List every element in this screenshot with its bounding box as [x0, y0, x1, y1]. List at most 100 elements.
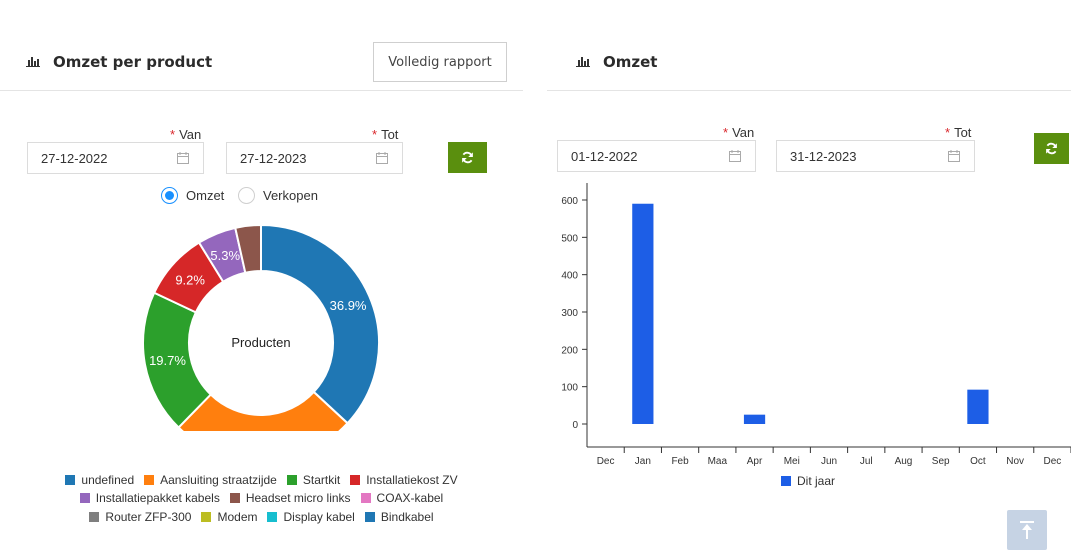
legend-item-coax-kabel[interactable]: COAX-kabel — [360, 491, 443, 505]
legend-item-display-kabel[interactable]: Display kabel — [267, 510, 355, 524]
to-date-field[interactable] — [226, 142, 403, 174]
x-tick-label: Sep — [932, 456, 950, 467]
x-tick-label: Aug — [895, 456, 913, 467]
x-tick-label: Mei — [784, 456, 800, 467]
bar-jan[interactable] — [632, 203, 654, 424]
from-label-text: Van — [179, 127, 202, 142]
panel-title: Omzet per product — [53, 53, 213, 71]
legend-swatch — [364, 512, 375, 522]
scroll-to-top-button[interactable] — [1007, 510, 1047, 550]
revenue-per-product-panel: Omzet per product Volledig rapport * Van … — [0, 0, 523, 558]
legend-row: Installatiepakket kabels Headset micro li… — [0, 491, 523, 505]
to-date-input[interactable] — [777, 141, 974, 171]
bar-apr[interactable] — [743, 414, 766, 424]
refresh-button[interactable] — [448, 142, 487, 173]
x-tick-label: Dec — [1043, 456, 1061, 467]
full-report-button[interactable]: Volledig rapport — [373, 42, 507, 82]
x-tick-label: Jul — [860, 456, 873, 467]
legend-swatch — [89, 512, 100, 522]
revenue-panel: Omzet *Van *Tot 0 100 200 300 400 500 600 — [547, 0, 1071, 558]
donut-center-label: Producten — [231, 335, 290, 350]
legend-item-headset-micro-links[interactable]: Headset micro links — [229, 491, 351, 505]
x-tick-label: Maa — [708, 456, 728, 467]
y-tick-label: 100 — [561, 383, 578, 394]
radio-verkopen-label: Verkopen — [263, 188, 318, 203]
calendar-icon — [729, 150, 741, 162]
donut-slice-label: 19.7% — [149, 353, 186, 368]
panel-header: Omzet per product Volledig rapport — [0, 0, 523, 91]
legend-label: Bindkabel — [380, 510, 434, 524]
legend-label[interactable]: Dit jaar — [797, 474, 835, 488]
y-tick-label: 0 — [572, 420, 578, 431]
from-label: * Van — [170, 127, 202, 142]
to-label-text: Tot — [381, 127, 399, 142]
legend-label: Modem — [217, 510, 258, 524]
legend-row: Router ZFP-300 Modem Display kabel Bindkabe… — [0, 510, 523, 524]
products-donut-chart: 36.9%25.4%19.7%9.2%5.3% Producten — [142, 223, 380, 431]
legend-swatch — [201, 512, 212, 522]
calendar-icon — [177, 152, 189, 164]
legend-swatch — [267, 512, 278, 522]
to-label: * Tot — [945, 125, 972, 140]
x-tick-label: Oct — [970, 456, 986, 467]
legend-item-installatiekost-zv[interactable]: Installatiekost ZV — [350, 473, 458, 487]
refresh-button[interactable] — [1034, 133, 1069, 164]
bar-oct[interactable] — [967, 389, 989, 424]
calendar-icon — [376, 152, 388, 164]
radio-omzet-label: Omzet — [186, 188, 225, 203]
y-tick-label: 200 — [561, 345, 578, 356]
donut-slice-label: 9.2% — [175, 273, 205, 288]
revenue-bar-chart: 0 100 200 300 400 500 600 Dec Jan Feb Maa Apr Mei Ju… — [561, 183, 1071, 488]
donut-slice-headset-micro-links[interactable] — [234, 223, 262, 274]
radio-omzet-circle[interactable] — [161, 187, 178, 204]
from-label-text: Van — [732, 125, 755, 140]
legend-swatch — [781, 476, 791, 486]
from-label: * Van — [723, 125, 755, 140]
legend-label: Headset micro links — [245, 491, 351, 505]
legend-swatch — [79, 493, 90, 503]
refresh-icon — [462, 151, 473, 164]
radio-omzet[interactable]: Omzet — [161, 187, 224, 204]
from-date-input[interactable] — [28, 143, 203, 173]
y-tick-label: 400 — [561, 271, 578, 282]
legend-item-installatiepakket-kabels[interactable]: Installatiepakket kabels — [79, 491, 220, 505]
radio-verkopen-circle[interactable] — [238, 187, 255, 204]
x-tick-label: Jun — [821, 456, 837, 467]
legend-item-bindkabel[interactable]: Bindkabel — [364, 510, 434, 524]
legend-label: Startkit — [302, 473, 341, 487]
legend-swatch — [65, 475, 76, 485]
from-date-field[interactable] — [27, 142, 204, 174]
from-date-field[interactable] — [557, 140, 756, 172]
arrow-up-to-line-icon — [1020, 521, 1034, 539]
to-date-field[interactable] — [776, 140, 975, 172]
legend-item-aansluiting-straatzijde[interactable]: Aansluiting straatzijde — [144, 473, 277, 487]
to-label-text: Tot — [954, 125, 972, 140]
panel-header: Omzet — [547, 0, 1071, 91]
legend-item-router-zfp-300[interactable]: Router ZFP-300 — [89, 510, 191, 524]
legend-label: Installatiekost ZV — [366, 473, 458, 487]
x-tick-label: Jan — [635, 456, 651, 467]
donut-slice-label: 36.9% — [330, 298, 367, 313]
legend-label: Display kabel — [283, 510, 355, 524]
legend-item-modem[interactable]: Modem — [201, 510, 257, 524]
y-tick-label: 500 — [561, 233, 578, 244]
refresh-icon — [1046, 142, 1057, 155]
legend-item-startkit[interactable]: Startkit — [286, 473, 341, 487]
legend-label: Installatiepakket kabels — [95, 491, 220, 505]
radio-verkopen[interactable]: Verkopen — [238, 187, 318, 204]
to-date-input[interactable] — [227, 143, 402, 173]
legend-item-undefined[interactable]: undefined — [65, 473, 134, 487]
y-tick-label: 600 — [561, 196, 578, 207]
x-tick-label: Apr — [747, 456, 763, 467]
legend-label: Aansluiting straatzijde — [160, 473, 277, 487]
x-tick-label: Feb — [671, 456, 689, 467]
legend-swatch — [360, 493, 371, 503]
legend-swatch — [144, 475, 155, 485]
from-date-input[interactable] — [558, 141, 755, 171]
donut-slice-undefined[interactable] — [260, 223, 380, 425]
legend-swatch — [350, 475, 361, 485]
to-label: * Tot — [372, 127, 399, 142]
calendar-icon — [948, 150, 960, 162]
donut-slice-label: 5.3% — [210, 248, 240, 263]
legend-label: undefined — [81, 473, 135, 487]
